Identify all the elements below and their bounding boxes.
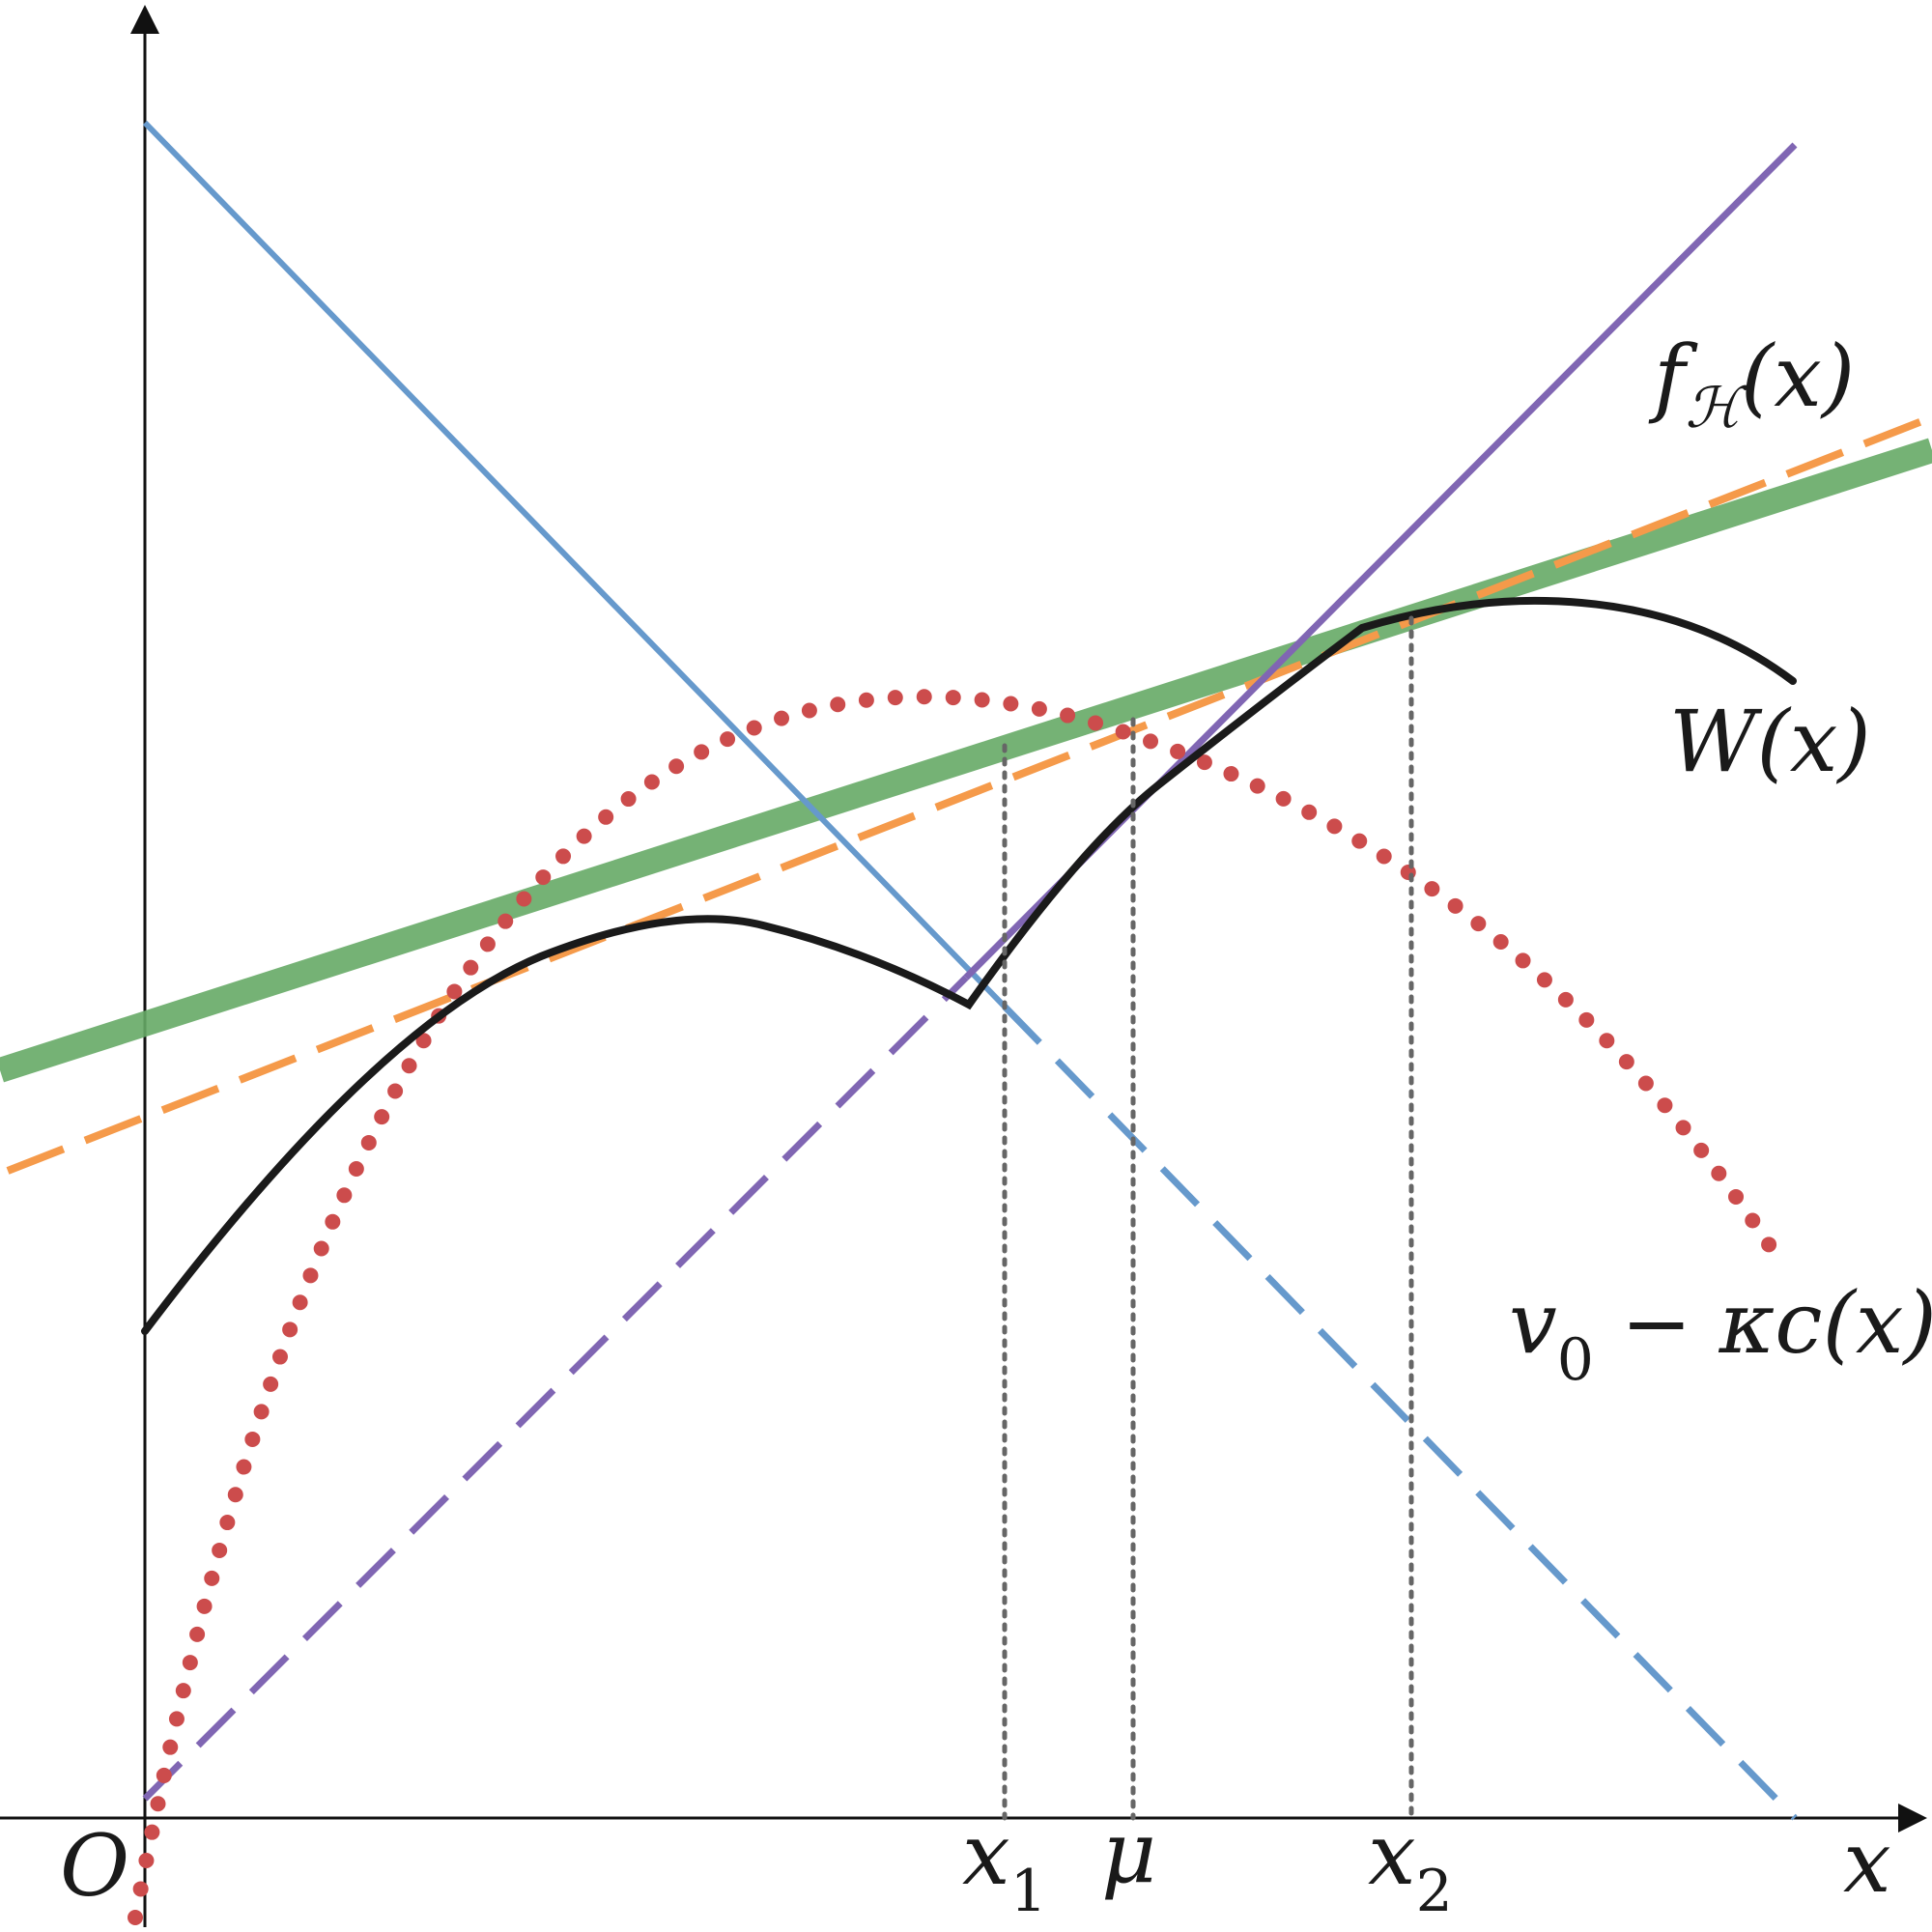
blue-line-solid [142, 120, 1008, 1009]
x2-label-sub: 2 [1416, 1858, 1453, 1925]
w-label: W(x) [1669, 692, 1871, 791]
f-h-label-arg: (x) [1741, 327, 1855, 426]
v0-kappa-c-curve [128, 689, 1787, 1925]
x1-label: x1 [962, 1804, 1047, 1925]
x2-label: x2 [1368, 1804, 1453, 1925]
x1-label-sub: 1 [1010, 1858, 1047, 1925]
v0-label-sub: 0 [1557, 1326, 1594, 1394]
f-h-tangent-line [6, 413, 1932, 1175]
x1-label-main: x [962, 1804, 1010, 1904]
f-h-label: fℋ(x) [1648, 327, 1855, 440]
v0-kappa-c-label: v0 − κc(x) [1509, 1273, 1932, 1394]
x2-label-main: x [1368, 1804, 1416, 1904]
f-h-label-sub: ℋ [1686, 375, 1749, 440]
v0-label-rest: − κc(x) [1594, 1273, 1932, 1373]
purple-line-dashed [142, 975, 969, 1802]
mu-label: μ [1101, 1803, 1156, 1902]
w-curve [141, 596, 1797, 1335]
blue-line-dashed [1002, 1004, 1798, 1821]
green-line [0, 438, 1932, 1083]
origin-label: O [60, 1816, 129, 1916]
x-axis-label: x [1843, 1812, 1891, 1912]
v0-label-main: v [1509, 1273, 1557, 1373]
